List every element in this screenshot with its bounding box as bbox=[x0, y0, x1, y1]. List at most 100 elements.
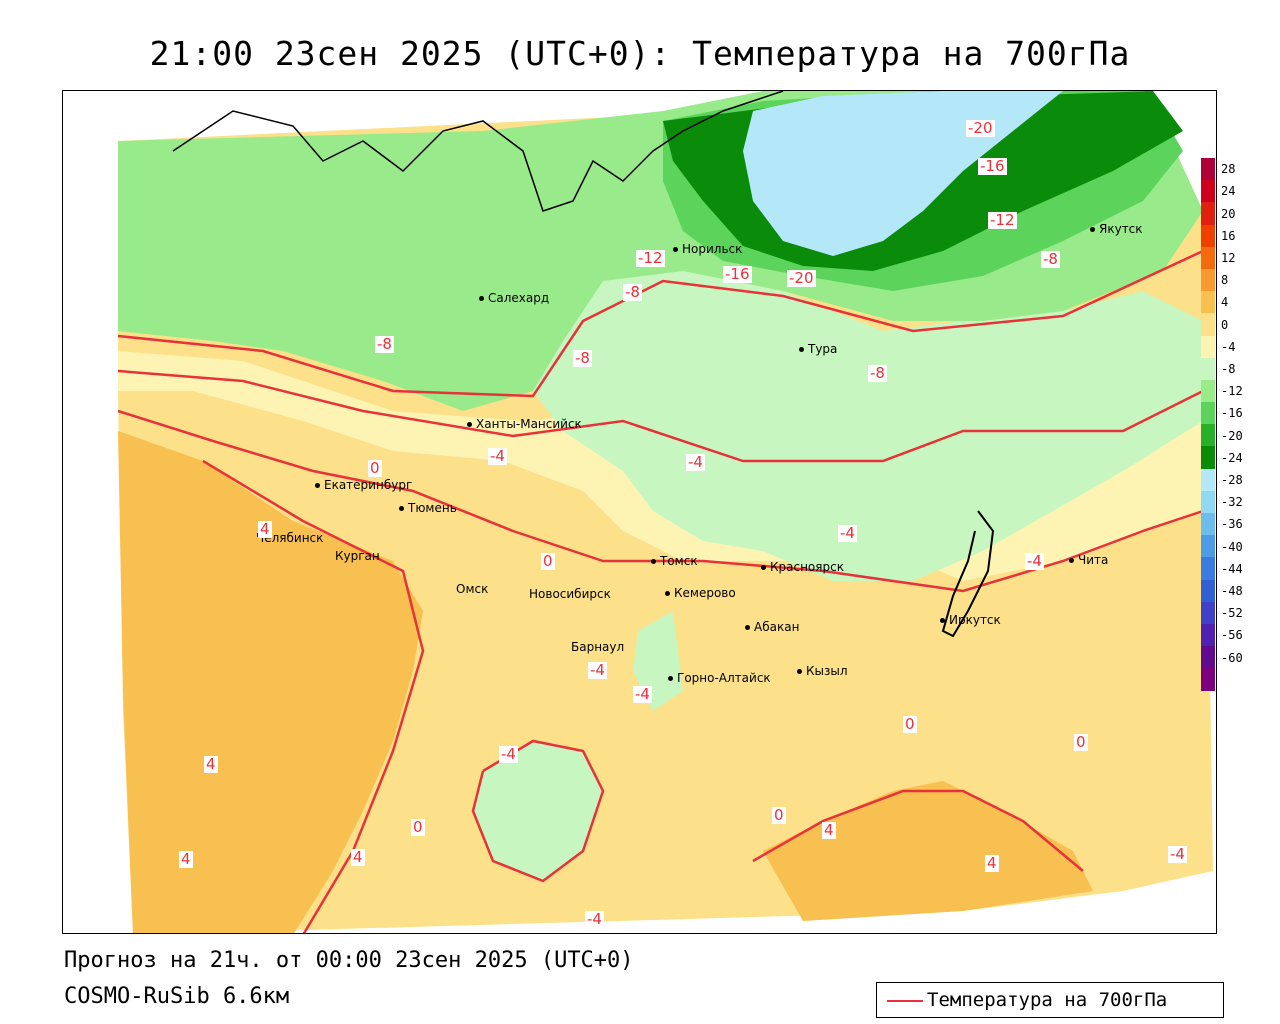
coastline bbox=[172, 91, 784, 212]
city-krasnoyarsk: Красноярск bbox=[761, 560, 844, 574]
city-kemerovo: Кемерово bbox=[665, 586, 736, 600]
contour-label: -4 bbox=[488, 447, 507, 465]
contour-label: 0 bbox=[411, 818, 425, 836]
color-scale-tick: -20 bbox=[1221, 428, 1243, 443]
color-scale-cell bbox=[1201, 402, 1215, 425]
color-scale-tick: 20 bbox=[1221, 206, 1236, 221]
city-chita: Чита bbox=[1069, 553, 1108, 567]
color-scale-cell bbox=[1201, 379, 1215, 403]
legend-label: Температура на 700гПа bbox=[927, 989, 1168, 1011]
color-scale-cell bbox=[1201, 158, 1215, 181]
color-scale-cell bbox=[1201, 357, 1215, 380]
city-kurgan: Курган bbox=[335, 549, 380, 563]
contour-label: 0 bbox=[1074, 733, 1088, 751]
color-scale-tick: -52 bbox=[1221, 606, 1243, 621]
contour-label: -4 bbox=[686, 453, 705, 471]
city-salekhard: Салехард bbox=[479, 291, 549, 305]
contour-label: -8 bbox=[623, 283, 642, 301]
color-scale-tick: 8 bbox=[1221, 273, 1229, 288]
contour-label: -4 bbox=[1168, 845, 1187, 863]
contour-label: 0 bbox=[903, 715, 917, 733]
color-scale-cell bbox=[1201, 202, 1215, 225]
model-name: COSMO-RuSib 6.6км bbox=[64, 984, 290, 1009]
contour-label: 0 bbox=[541, 552, 555, 570]
color-scale-cell bbox=[1201, 246, 1215, 269]
color-scale-tick: -32 bbox=[1221, 495, 1243, 510]
contour-label: -12 bbox=[636, 249, 665, 267]
color-scale-tick: -56 bbox=[1221, 628, 1243, 643]
city-norilsk: Норильск bbox=[673, 242, 742, 256]
contour-label: 0 bbox=[772, 806, 786, 824]
color-scale-cell bbox=[1201, 468, 1215, 491]
color-scale-tick: -60 bbox=[1221, 650, 1243, 665]
isotherm-4-east bbox=[752, 789, 1084, 872]
color-scale-cell bbox=[1201, 668, 1215, 691]
color-scale-tick: 0 bbox=[1221, 317, 1229, 332]
contour-label: 4 bbox=[204, 755, 218, 773]
zone-south-pocket bbox=[473, 741, 603, 881]
legend-box: Температура на 700гПа bbox=[876, 982, 1224, 1018]
isotherm-minus4 bbox=[117, 369, 1204, 463]
color-scale-cell bbox=[1201, 557, 1215, 580]
city-barnaul: Барнаул bbox=[571, 640, 625, 654]
zone-minus8-to-minus4 bbox=[533, 271, 1203, 581]
temperature-map: Норильск Якутск Салехард Тура Ханты-Манс… bbox=[62, 90, 1217, 934]
city-chelyabinsk: Челябинск bbox=[256, 531, 324, 545]
isotherm-minus4-south bbox=[471, 739, 605, 883]
color-scale-tick: -24 bbox=[1221, 450, 1243, 465]
city-omsk: Омск bbox=[456, 582, 489, 596]
contour-label: -8 bbox=[1041, 250, 1060, 268]
contour-label: -8 bbox=[868, 364, 887, 382]
color-scale-tick: -12 bbox=[1221, 384, 1243, 399]
color-scale-cell bbox=[1201, 313, 1215, 336]
contour-label: -8 bbox=[573, 349, 592, 367]
city-tomsk: Томск bbox=[651, 554, 698, 568]
contour-label: 4 bbox=[985, 854, 999, 872]
color-scale-cell bbox=[1201, 268, 1215, 292]
color-scale-cell bbox=[1201, 535, 1215, 558]
contour-label: -4 bbox=[838, 524, 857, 542]
color-scale-tick: 12 bbox=[1221, 250, 1236, 265]
contour-label: -8 bbox=[375, 335, 394, 353]
zone-4-to-8-west bbox=[118, 431, 423, 933]
contour-label: -4 bbox=[499, 745, 518, 763]
color-scale-tick: -16 bbox=[1221, 406, 1243, 421]
color-scale-cell bbox=[1201, 335, 1215, 358]
color-scale-cell bbox=[1201, 490, 1215, 513]
contour-label: -4 bbox=[588, 661, 607, 679]
contour-label: -20 bbox=[787, 269, 816, 287]
city-khanty-mansiysk: Ханты-Мансийск bbox=[467, 417, 582, 431]
color-scale-tick: 16 bbox=[1221, 228, 1236, 243]
color-scale-tick: -44 bbox=[1221, 561, 1243, 576]
color-scale-cell bbox=[1201, 424, 1215, 447]
contour-label: -16 bbox=[723, 265, 752, 283]
color-scale-bar bbox=[1201, 158, 1215, 691]
color-scale-tick: -36 bbox=[1221, 517, 1243, 532]
color-scale-cell bbox=[1201, 224, 1215, 247]
city-yekaterinburg: Екатеринбург bbox=[315, 478, 412, 492]
contour-label: 4 bbox=[822, 821, 836, 839]
city-gorno-altaysk: Горно-Алтайск bbox=[668, 671, 771, 685]
color-scale-tick: -4 bbox=[1221, 339, 1236, 354]
contour-label: -16 bbox=[978, 157, 1007, 175]
city-irkutsk: Иркутск bbox=[940, 613, 1001, 627]
color-scale-cell bbox=[1201, 623, 1215, 647]
contour-label: -4 bbox=[1025, 552, 1044, 570]
city-abakan: Абакан bbox=[745, 620, 799, 634]
color-scale-cell bbox=[1201, 180, 1215, 203]
contour-label: 4 bbox=[351, 848, 365, 866]
city-novosibirsk: Новосибирск bbox=[529, 587, 611, 601]
color-scale-cell bbox=[1201, 291, 1215, 314]
lake-baikal bbox=[941, 510, 995, 638]
isotherm-minus8 bbox=[117, 249, 1204, 398]
color-scale-cell bbox=[1201, 513, 1215, 536]
contour-label: -4 bbox=[585, 910, 604, 928]
temperature-field bbox=[117, 91, 1213, 933]
city-tura: Тура bbox=[799, 342, 837, 356]
map-title: 21:00 23сен 2025 (UTC+0): Температура на… bbox=[149, 34, 1131, 73]
color-scale-tick: 24 bbox=[1221, 184, 1236, 199]
contour-label: -4 bbox=[633, 685, 652, 703]
forecast-info: Прогноз на 21ч. от 00:00 23сен 2025 (UTC… bbox=[64, 948, 634, 973]
contour-label: -20 bbox=[966, 119, 995, 137]
contour-label: 0 bbox=[368, 459, 382, 477]
